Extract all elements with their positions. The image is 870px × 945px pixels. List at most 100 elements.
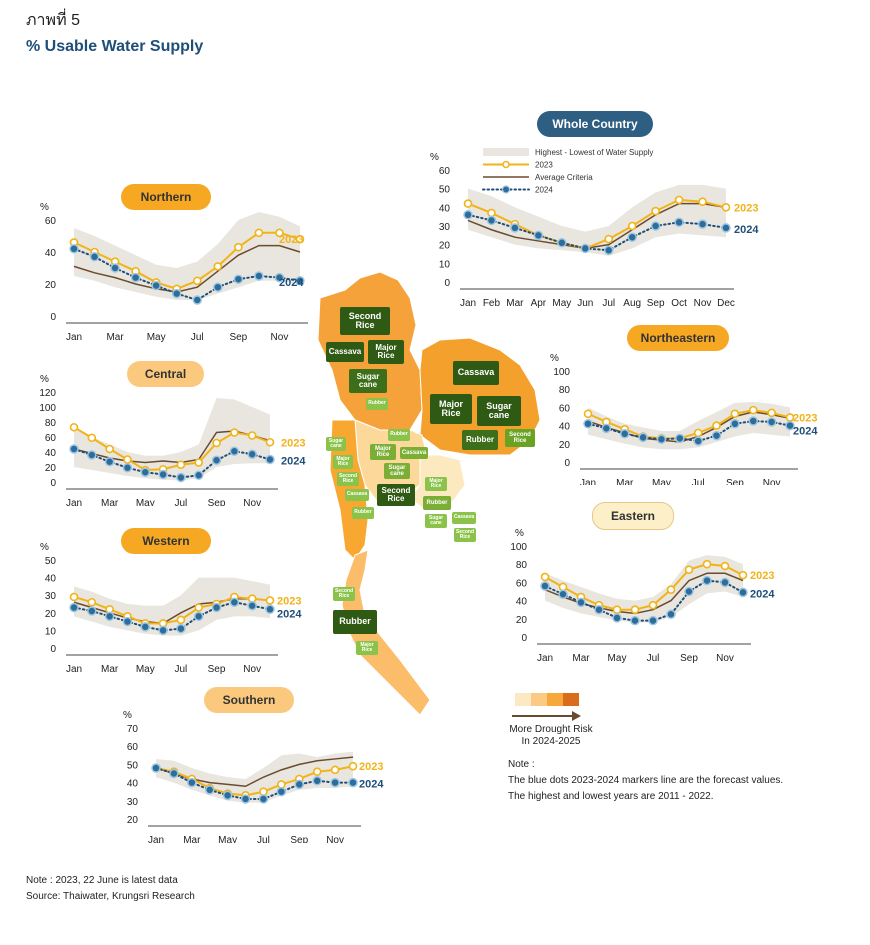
y-unit-label: %	[40, 374, 49, 385]
label-2023: 2023	[734, 202, 758, 214]
label-2023: 2023	[750, 570, 774, 582]
chart-central: % 0 20 40 60 80 100 120 Jan Mar May Jul Sep Nov 2023 20…	[39, 374, 306, 506]
point-2024	[140, 622, 151, 632]
label-2023: 2023	[793, 412, 817, 424]
crop-label-cassava-c: Cassava	[400, 447, 428, 459]
point-2024	[558, 589, 568, 599]
point-2024	[648, 615, 658, 626]
crop-label-cassava-ne: Cassava	[453, 361, 499, 385]
point-2024	[265, 604, 275, 615]
page-title: % Usable Water Supply	[26, 38, 204, 55]
crop-label-cassava-w: Cassava	[345, 489, 369, 501]
point-2024	[583, 419, 593, 429]
point-2023	[720, 561, 730, 571]
y-tick-label: 40	[439, 203, 451, 214]
y-tick-label: 60	[559, 403, 571, 414]
y-tick-label: 0	[564, 458, 570, 469]
x-tick-label: Sep	[726, 478, 744, 485]
point-2023	[648, 600, 658, 610]
x-tick-label: Jan	[460, 298, 476, 309]
crop-label-second-rice-ne: Second Rice	[505, 429, 535, 447]
point-2024	[650, 221, 661, 231]
legend-swatch-band	[483, 148, 529, 156]
point-2024	[674, 217, 684, 228]
note-block: Note : The blue dots 2023-2024 markers l…	[508, 757, 783, 805]
point-2024	[693, 436, 703, 446]
point-2023	[105, 444, 114, 454]
point-2024	[233, 274, 244, 284]
point-2023	[693, 428, 703, 438]
point-2024	[258, 794, 269, 804]
point-2024	[533, 230, 544, 241]
y-tick-label: 0	[50, 312, 56, 323]
crop-label-sugar-cane-e: Sugar cane	[425, 514, 447, 528]
point-2024	[684, 586, 694, 597]
series-average-line	[73, 244, 301, 293]
x-tick-label: Sep	[290, 835, 308, 843]
x-tick-label: Dec	[717, 298, 735, 309]
pill-northern: Northern	[121, 184, 211, 210]
x-tick-label: Jan	[537, 653, 553, 663]
point-2023	[612, 605, 622, 614]
pill-eastern: Eastern	[592, 502, 674, 530]
y-tick-label: 80	[45, 418, 57, 429]
y-tick-label: 0	[50, 478, 56, 489]
x-tick-label: Nov	[763, 478, 781, 485]
y-tick-label: 0	[444, 278, 450, 289]
x-tick-label: Mar	[506, 298, 524, 309]
figure-number: ภาพที่ 5	[26, 12, 80, 29]
point-2024	[619, 429, 630, 439]
y-tick-label: 40	[559, 422, 571, 433]
point-2024	[169, 768, 179, 779]
point-2023	[277, 780, 286, 789]
point-2024	[158, 469, 168, 480]
y-unit-label: %	[430, 152, 439, 163]
legend-label-avg: Average Criteria	[535, 173, 593, 182]
x-tick-label: May	[147, 332, 166, 343]
x-tick-label: May	[552, 298, 571, 309]
point-2023	[69, 592, 79, 602]
x-tick-label: Jul	[257, 835, 270, 843]
point-2024	[627, 232, 637, 242]
y-tick-label: 20	[45, 609, 57, 620]
point-2024	[69, 244, 79, 254]
y-unit-label: %	[40, 202, 49, 213]
y-tick-label: 20	[439, 241, 451, 252]
drought-risk-scale	[515, 693, 579, 711]
point-2023	[674, 195, 684, 205]
crop-label-major-rice-w: Major Rice	[333, 455, 353, 469]
point-2024	[348, 777, 358, 788]
point-2023	[234, 242, 243, 252]
point-2024	[721, 223, 731, 233]
label-2024: 2024	[734, 224, 759, 236]
label-2024: 2024	[793, 425, 818, 437]
point-2024	[247, 449, 257, 459]
point-2023	[712, 421, 721, 430]
point-2024	[540, 581, 550, 591]
y-tick-label: 40	[45, 448, 57, 459]
x-tick-label: Mar	[616, 478, 634, 485]
point-2024	[766, 417, 777, 427]
x-tick-label: Sep	[680, 653, 698, 663]
y-tick-label: 40	[516, 597, 528, 608]
point-2024	[276, 786, 287, 797]
point-2023	[69, 422, 79, 432]
label-2024: 2024	[281, 456, 306, 468]
point-2024	[110, 263, 120, 273]
x-tick-label: Jan	[66, 498, 82, 506]
point-2024	[738, 587, 748, 598]
band-high-low	[468, 184, 726, 256]
point-2024	[69, 602, 79, 613]
crop-label-second-rice-e: Second Rice	[454, 528, 476, 542]
y-tick-label: 60	[516, 578, 528, 589]
point-2024	[176, 623, 186, 634]
point-2024	[158, 625, 168, 636]
point-2024	[104, 457, 115, 467]
point-2023	[295, 234, 305, 244]
point-2024	[229, 597, 240, 607]
y-tick-label: 60	[439, 166, 451, 177]
note-title: Note :	[508, 759, 535, 770]
point-2024	[675, 433, 685, 444]
x-tick-label: May	[652, 478, 671, 485]
